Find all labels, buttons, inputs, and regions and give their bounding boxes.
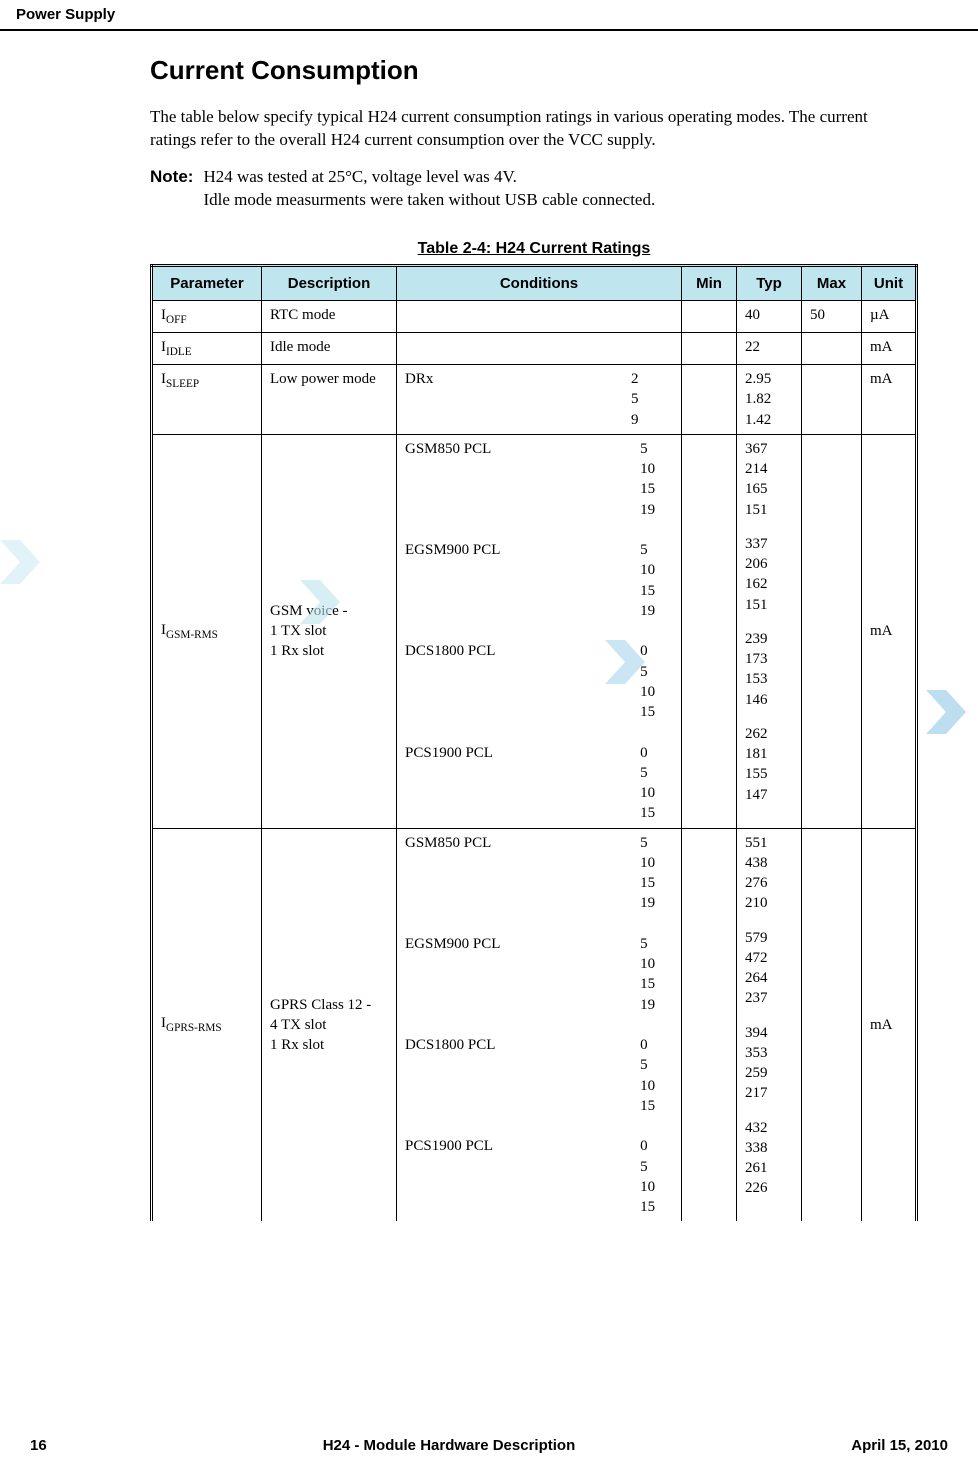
- cell-max: [802, 365, 862, 435]
- cell-max: 50: [802, 300, 862, 332]
- condition-label: DRx: [405, 369, 631, 430]
- cell-typ: 40: [737, 300, 802, 332]
- table-row: ISLEEPLow power modeDRx2 5 9 2.95 1.82 1.…: [152, 365, 917, 435]
- cell-parameter: IIDLE: [152, 332, 262, 364]
- condition-label: EGSM900 PCL: [405, 934, 640, 1015]
- cell-conditions: [397, 332, 682, 364]
- table-column-header: Typ: [737, 265, 802, 300]
- condition-values: 0 5 10 15: [640, 1035, 673, 1116]
- condition-values: 5 10 15 19: [640, 833, 673, 914]
- cell-description: GPRS Class 12 - 4 TX slot 1 Rx slot: [262, 828, 397, 1221]
- cell-parameter: IGPRS-RMS: [152, 828, 262, 1221]
- table-header-row: ParameterDescriptionConditionsMinTypMaxU…: [152, 265, 917, 300]
- footer-page-number: 16: [30, 1437, 47, 1454]
- cell-min: [682, 300, 737, 332]
- cell-min: [682, 434, 737, 828]
- condition-label: DCS1800 PCL: [405, 1035, 640, 1116]
- cell-min: [682, 332, 737, 364]
- condition-values: 5 10 15 19: [640, 439, 673, 520]
- cell-conditions: DRx2 5 9: [397, 365, 682, 435]
- condition-values: 5 10 15 19: [640, 540, 673, 621]
- page-header: Power Supply: [0, 0, 978, 31]
- page-footer: 16 H24 - Module Hardware Description Apr…: [0, 1437, 978, 1454]
- cell-min: [682, 365, 737, 435]
- cell-min: [682, 828, 737, 1221]
- ratings-table: ParameterDescriptionConditionsMinTypMaxU…: [150, 264, 918, 1222]
- cell-conditions: GSM850 PCL5 10 15 19 EGSM900 PCL5 10 15 …: [397, 828, 682, 1221]
- cell-description: RTC mode: [262, 300, 397, 332]
- condition-values: 5 10 15 19: [640, 934, 673, 1015]
- footer-doc-title: H24 - Module Hardware Description: [323, 1437, 576, 1454]
- cell-typ: 367 214 165 151337 206 162 151239 173 15…: [737, 434, 802, 828]
- cell-unit: µA: [862, 300, 917, 332]
- condition-label: PCS1900 PCL: [405, 1136, 640, 1217]
- condition-values: 2 5 9: [631, 369, 673, 430]
- condition-label: EGSM900 PCL: [405, 540, 640, 621]
- table-column-header: Conditions: [397, 265, 682, 300]
- page-content: Current Consumption The table below spec…: [0, 31, 978, 1221]
- cell-conditions: [397, 300, 682, 332]
- table-row: IOFFRTC mode 4050µA: [152, 300, 917, 332]
- condition-values: 0 5 10 15: [640, 1136, 673, 1217]
- table-column-header: Min: [682, 265, 737, 300]
- note: Note: H24 was tested at 25°C, voltage le…: [150, 166, 918, 212]
- cell-parameter: ISLEEP: [152, 365, 262, 435]
- table-column-header: Parameter: [152, 265, 262, 300]
- table-column-header: Max: [802, 265, 862, 300]
- cell-parameter: IGSM-RMS: [152, 434, 262, 828]
- cell-parameter: IOFF: [152, 300, 262, 332]
- condition-label: PCS1900 PCL: [405, 743, 640, 824]
- table-caption: Table 2-4: H24 Current Ratings: [150, 240, 918, 258]
- cell-description: Low power mode: [262, 365, 397, 435]
- cell-unit: mA: [862, 365, 917, 435]
- condition-values: 0 5 10 15: [640, 641, 673, 722]
- cell-unit: mA: [862, 434, 917, 828]
- cell-unit: mA: [862, 332, 917, 364]
- condition-label: GSM850 PCL: [405, 833, 640, 914]
- table-column-header: Unit: [862, 265, 917, 300]
- cell-description: Idle mode: [262, 332, 397, 364]
- note-text: H24 was tested at 25°C, voltage level wa…: [203, 166, 655, 212]
- condition-label: DCS1800 PCL: [405, 641, 640, 722]
- table-row: IGSM-RMSGSM voice - 1 TX slot 1 Rx slotG…: [152, 434, 917, 828]
- table-row: IIDLEIdle mode 22 mA: [152, 332, 917, 364]
- cell-description: GSM voice - 1 TX slot 1 Rx slot: [262, 434, 397, 828]
- cell-typ: 2.95 1.82 1.42: [737, 365, 802, 435]
- cell-unit: mA: [862, 828, 917, 1221]
- note-label: Note:: [150, 166, 203, 212]
- cell-conditions: GSM850 PCL5 10 15 19 EGSM900 PCL5 10 15 …: [397, 434, 682, 828]
- cell-max: [802, 332, 862, 364]
- intro-paragraph: The table below specify typical H24 curr…: [150, 106, 918, 152]
- cell-typ: 551 438 276 210579 472 264 237394 353 25…: [737, 828, 802, 1221]
- footer-date: April 15, 2010: [851, 1437, 948, 1454]
- cell-max: [802, 828, 862, 1221]
- condition-values: 0 5 10 15: [640, 743, 673, 824]
- condition-label: GSM850 PCL: [405, 439, 640, 520]
- cell-typ: 22: [737, 332, 802, 364]
- cell-max: [802, 434, 862, 828]
- table-column-header: Description: [262, 265, 397, 300]
- table-row: IGPRS-RMSGPRS Class 12 - 4 TX slot 1 Rx …: [152, 828, 917, 1221]
- header-section-title: Power Supply: [16, 6, 115, 23]
- section-heading: Current Consumption: [150, 55, 918, 86]
